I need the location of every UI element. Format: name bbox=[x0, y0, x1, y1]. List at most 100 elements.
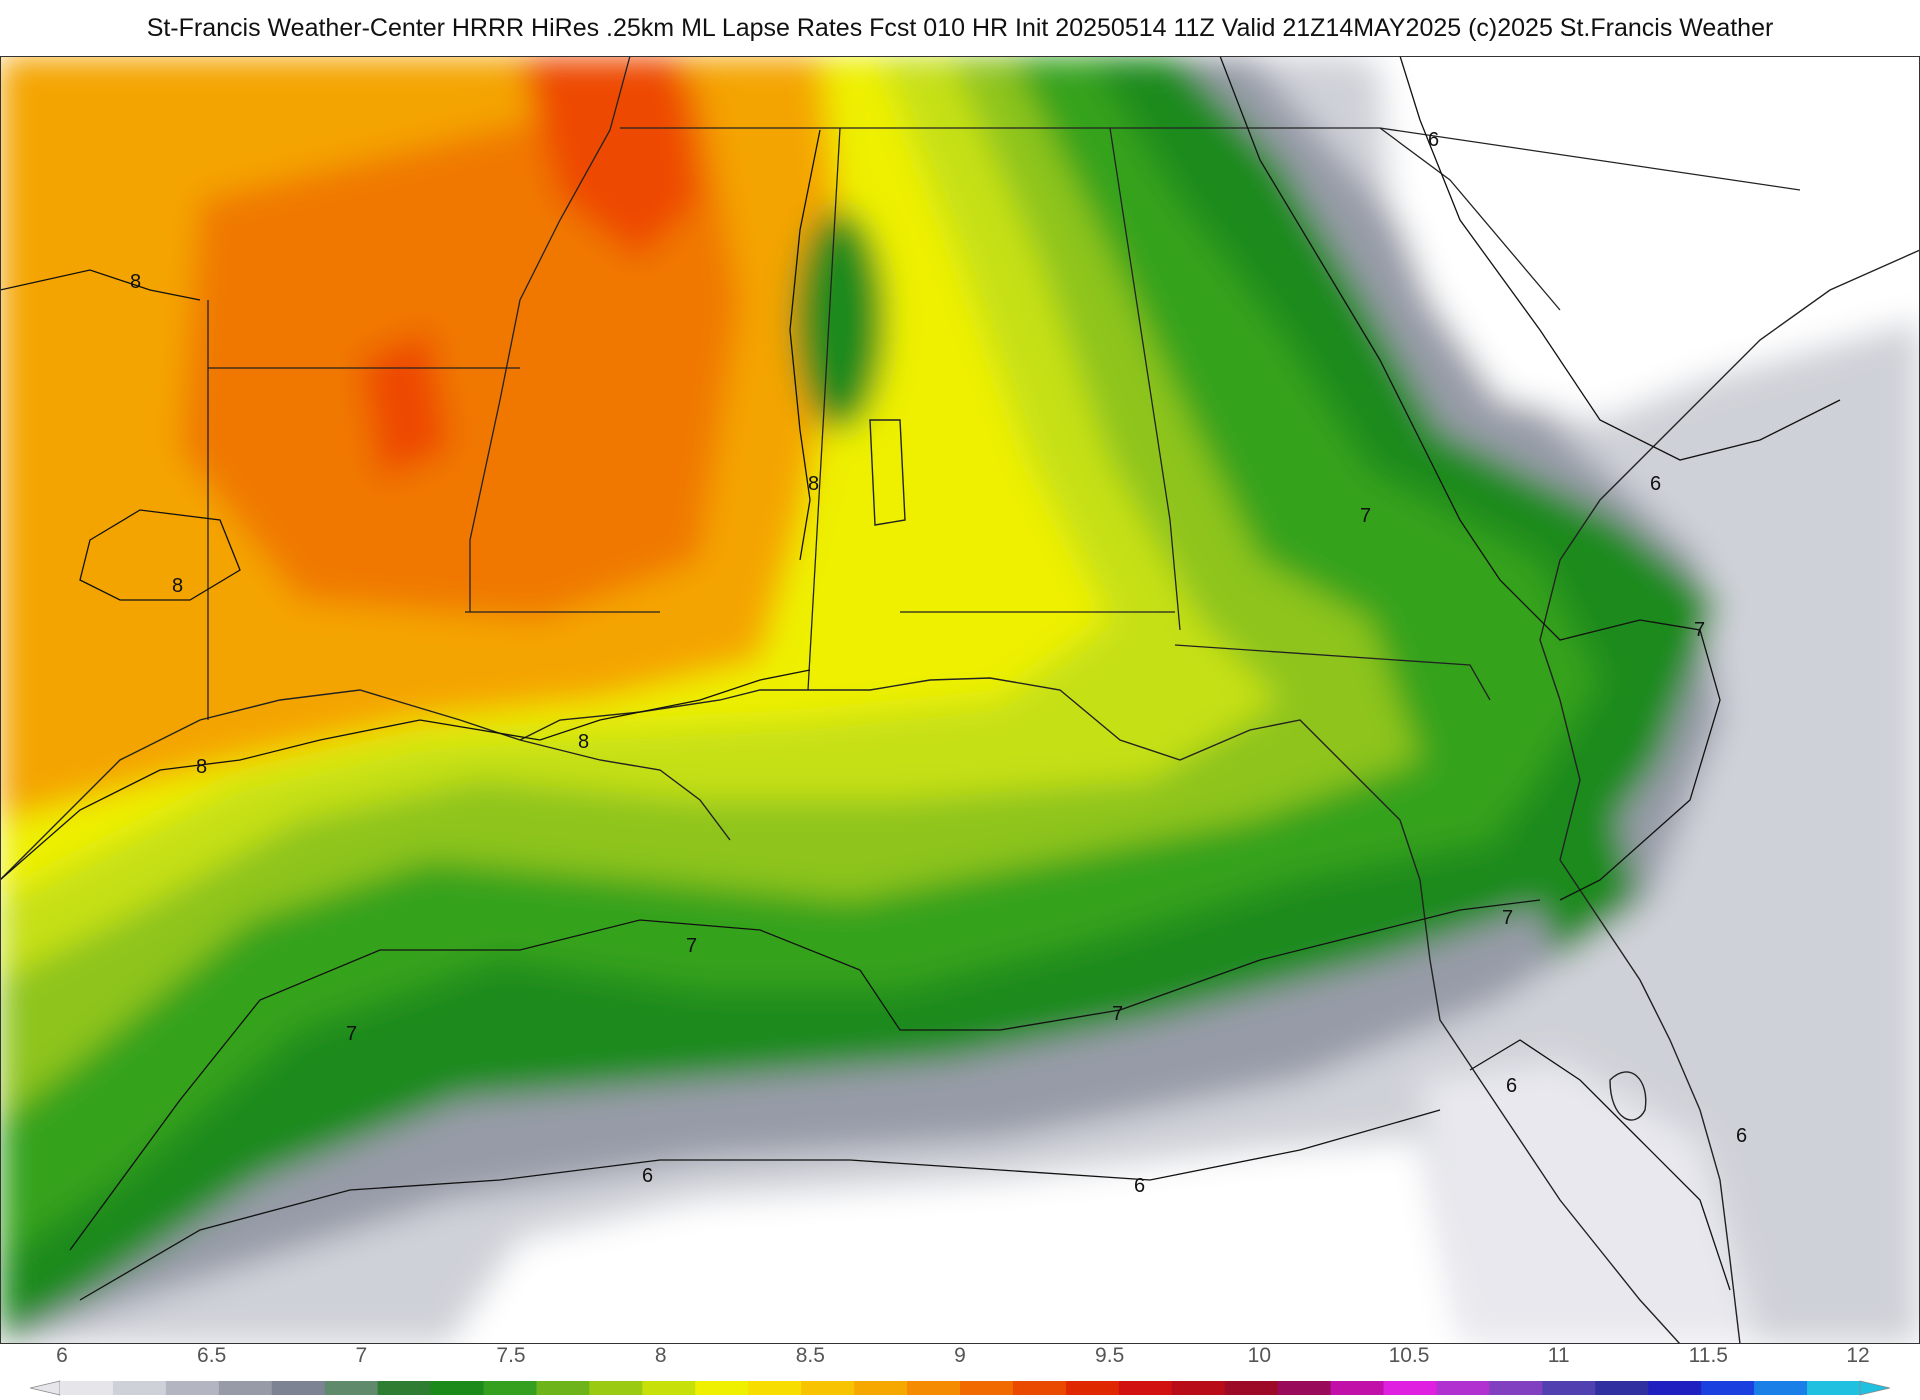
contour-label: 6 bbox=[1428, 129, 1439, 151]
colorbar-swatch bbox=[1330, 1381, 1385, 1395]
colorbar-swatch bbox=[271, 1381, 326, 1395]
colorbar-swatch bbox=[1277, 1381, 1332, 1395]
colorbar-swatch bbox=[483, 1381, 538, 1395]
legend-tick-label: 8.5 bbox=[795, 1344, 825, 1367]
coastline bbox=[0, 249, 1920, 1344]
contour-8-mid bbox=[0, 669, 811, 881]
contour-label: 7 bbox=[1360, 505, 1371, 527]
contour-label-group: 8 8 8 8 8 7 7 7 7 7 7 6 6 6 6 6 6 bbox=[130, 129, 1747, 1197]
border-ms-river bbox=[469, 56, 631, 612]
colorbar-swatch bbox=[854, 1381, 908, 1395]
colorbar-swatch bbox=[1542, 1381, 1596, 1395]
border-ga-sc bbox=[1379, 127, 1561, 311]
contour-6-fl bbox=[1469, 1039, 1731, 1291]
contour-label: 6 bbox=[1650, 473, 1661, 495]
contour-7-east bbox=[1219, 56, 1721, 901]
colorbar-swatch bbox=[1595, 1381, 1649, 1395]
field-ms-green bbox=[795, 210, 885, 430]
colorbar-swatch bbox=[1807, 1381, 1861, 1395]
contour-8-ms bbox=[789, 129, 821, 561]
legend-tick-label: 7 bbox=[355, 1344, 368, 1367]
colorbar-swatch bbox=[748, 1381, 802, 1395]
colorbar-swatch bbox=[324, 1381, 379, 1395]
contour-label: 7 bbox=[1112, 1003, 1123, 1025]
legend-tick-label: 8 bbox=[654, 1344, 667, 1367]
contour-label: 7 bbox=[1694, 619, 1705, 641]
legend-tick-label: 9 bbox=[954, 1344, 966, 1367]
colorbar-swatch bbox=[1701, 1381, 1755, 1395]
colorbar-swatch bbox=[1012, 1381, 1067, 1395]
coast-florida-east bbox=[1559, 859, 1741, 1344]
legend-tick-label: 7.5 bbox=[496, 1344, 526, 1367]
legend-tick-label: 6 bbox=[56, 1344, 68, 1367]
legend-tick-label: 12 bbox=[1846, 1344, 1870, 1367]
contour-label: 7 bbox=[686, 935, 697, 957]
colorbar-swatch bbox=[1754, 1381, 1808, 1395]
colorbar-swatch bbox=[960, 1381, 1014, 1395]
colorbar-swatch bbox=[695, 1381, 749, 1395]
field-gulf-pale bbox=[450, 1140, 1460, 1344]
colorbar-swatch bbox=[1065, 1381, 1120, 1395]
colorbar-swatch bbox=[1383, 1381, 1438, 1395]
contour-label: 7 bbox=[346, 1023, 357, 1045]
legend-tick-label: 10.5 bbox=[1388, 1344, 1430, 1367]
contour-label: 8 bbox=[196, 756, 207, 778]
colorbar-swatch bbox=[907, 1381, 961, 1395]
contour-label: 6 bbox=[1134, 1175, 1145, 1197]
map-title: St-Francis Weather-Center HRRR HiRes .25… bbox=[146, 13, 1774, 42]
coast-gulf-north bbox=[810, 677, 1421, 881]
contour-label: 7 bbox=[1502, 907, 1513, 929]
colorbar-swatch bbox=[1436, 1381, 1491, 1395]
coast-texas bbox=[0, 689, 731, 881]
contour-label: 8 bbox=[172, 575, 183, 597]
field-red bbox=[520, 56, 700, 260]
legend-tick-label: 11.5 bbox=[1688, 1344, 1728, 1367]
colorbar-max-arrow bbox=[1859, 1380, 1890, 1396]
lake-ms bbox=[869, 419, 906, 526]
field-atlantic-pale bbox=[1380, 56, 1920, 420]
contour-7-west bbox=[69, 899, 1541, 1251]
contours bbox=[0, 56, 1841, 1301]
legend-tick-label: 6.5 bbox=[197, 1344, 227, 1367]
colorbar-swatch bbox=[1648, 1381, 1702, 1395]
border-sc-nc bbox=[1379, 127, 1801, 191]
contour-label: 6 bbox=[1736, 1125, 1747, 1147]
colorbar-swatch bbox=[1224, 1381, 1279, 1395]
field-fl-green bbox=[1500, 760, 1640, 960]
contour-8-west bbox=[0, 269, 201, 301]
contour-label: 6 bbox=[1506, 1075, 1517, 1097]
contour-label: 8 bbox=[578, 731, 589, 753]
colorbar bbox=[30, 1380, 1890, 1396]
colorbar-swatch bbox=[801, 1381, 855, 1395]
contour-label: 6 bbox=[642, 1165, 653, 1187]
colorbar-swatch bbox=[1171, 1381, 1226, 1395]
colorbar-swatch bbox=[642, 1381, 696, 1395]
colorbar-swatch bbox=[1118, 1381, 1173, 1395]
border-fl-ga bbox=[1174, 644, 1491, 701]
colorbar-swatch bbox=[589, 1381, 643, 1395]
colorbar-min-arrow bbox=[30, 1380, 61, 1396]
legend-tick-label: 9.5 bbox=[1095, 1344, 1125, 1367]
contour-label: 8 bbox=[808, 473, 819, 495]
colorbar-swatch bbox=[536, 1381, 591, 1395]
contour-6-south bbox=[79, 1109, 1441, 1301]
contour-label: 8 bbox=[130, 271, 141, 293]
contour-6-east bbox=[1399, 56, 1841, 461]
field-fl-pale bbox=[1420, 1060, 1760, 1344]
border-ms-al bbox=[807, 127, 841, 691]
coast-florida-west bbox=[1419, 879, 1681, 1344]
legend-tick-label: 10 bbox=[1247, 1344, 1272, 1367]
lake-okeechobee bbox=[1609, 1071, 1647, 1121]
colorbar-swatch bbox=[377, 1381, 432, 1395]
state-borders bbox=[207, 56, 1801, 720]
coast-louisiana bbox=[519, 689, 810, 741]
lapse-rate-map[interactable]: 8 8 8 8 8 7 7 7 7 7 7 6 6 6 6 6 6 bbox=[0, 56, 1920, 1344]
colorbar-swatch bbox=[165, 1381, 220, 1395]
colorbar-swatch bbox=[112, 1381, 167, 1395]
coast-atlantic bbox=[1539, 249, 1920, 861]
colorbar-swatch bbox=[218, 1381, 273, 1395]
colorbar-swatch bbox=[1489, 1381, 1543, 1395]
color-legend: 6 6.5 7 7.5 8 8.5 9 9.5 10 10.5 11 11.5 12 bbox=[0, 1344, 1920, 1400]
colorbar-swatch bbox=[430, 1381, 485, 1395]
contour-8-loop bbox=[79, 509, 241, 601]
